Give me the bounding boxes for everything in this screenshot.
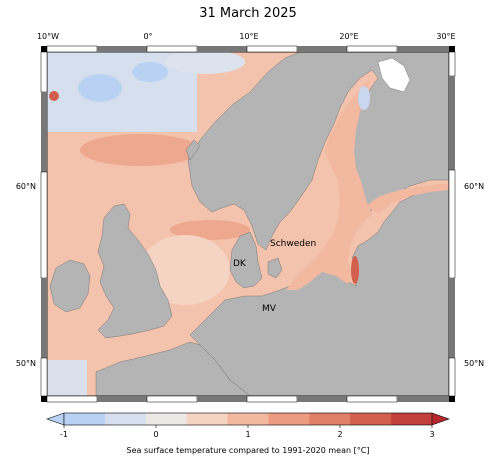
sea-cold-patch-2 xyxy=(132,62,168,82)
map-layers xyxy=(47,52,449,396)
map-title: 31 March 2025 xyxy=(199,6,297,21)
place-label-mv: MV xyxy=(262,304,277,314)
colorbar-tick-label: 1 xyxy=(245,430,250,439)
sea-hot-spot-west xyxy=(49,91,59,101)
sea-cool-southwest xyxy=(47,360,87,396)
lat-tick-label-right: 50°N xyxy=(464,359,484,368)
land-continent-south xyxy=(95,341,251,396)
lon-tick-label: 10°W xyxy=(37,32,59,41)
colorbar-cell xyxy=(145,413,188,425)
colorbar-tick-label: -1 xyxy=(60,430,68,439)
lon-tick-label: 20°E xyxy=(339,32,358,41)
colorbar-cell xyxy=(64,413,106,425)
map-border-top xyxy=(41,45,455,53)
colorbar-cell xyxy=(350,413,392,425)
sea-baltic-cool-spot xyxy=(358,86,370,110)
land-ireland xyxy=(49,259,91,313)
lat-tick-label-left: 60°N xyxy=(16,182,36,191)
sea-baltic xyxy=(286,80,372,290)
colorbar-label: Sea surface temperature compared to 1991… xyxy=(126,446,370,455)
map-border-bottom xyxy=(41,395,455,403)
colorbar-extend-min xyxy=(46,412,65,426)
colorbar-cell xyxy=(104,413,147,425)
colorbar: -1 0 1 2 3 xyxy=(46,412,450,439)
sea-gulf-of-finland xyxy=(366,184,449,214)
land-denmark xyxy=(229,231,263,289)
sea-light-north-sea xyxy=(140,235,230,305)
land-great-britain xyxy=(97,203,173,339)
no-data-region xyxy=(377,57,411,93)
lon-tick-label: 0° xyxy=(143,32,152,41)
colorbar-tick-label: 3 xyxy=(429,430,434,439)
lon-tick-label: 30°E xyxy=(436,32,455,41)
colorbar-cell xyxy=(186,413,229,425)
colorbar-extend-max xyxy=(431,412,450,426)
colorbar-tick-label: 0 xyxy=(153,430,158,439)
lon-tick-label: 10°E xyxy=(239,32,258,41)
map-border-right xyxy=(448,51,456,397)
colorbar-cell xyxy=(227,413,269,425)
colorbar-cell xyxy=(309,413,351,425)
sea-warm-band-1 xyxy=(80,134,200,166)
sea-baltic-hot-spot xyxy=(351,256,359,284)
sea-warm-band-2 xyxy=(170,220,250,240)
place-label-dk: DK xyxy=(233,259,247,269)
colorbar-cell xyxy=(268,413,310,425)
sea-cool-patch-3 xyxy=(165,52,245,74)
map-border-left xyxy=(40,51,48,397)
lat-tick-label-right: 60°N xyxy=(464,182,484,191)
lat-tick-label-left: 50°N xyxy=(16,359,36,368)
sea-cold-patch-1 xyxy=(78,74,122,102)
colorbar-cell xyxy=(391,413,433,425)
land-norway-coast xyxy=(185,139,201,161)
land-zealand xyxy=(267,257,283,279)
colorbar-tick-label: 2 xyxy=(337,430,342,439)
place-label-schweden: Schweden xyxy=(270,239,316,249)
